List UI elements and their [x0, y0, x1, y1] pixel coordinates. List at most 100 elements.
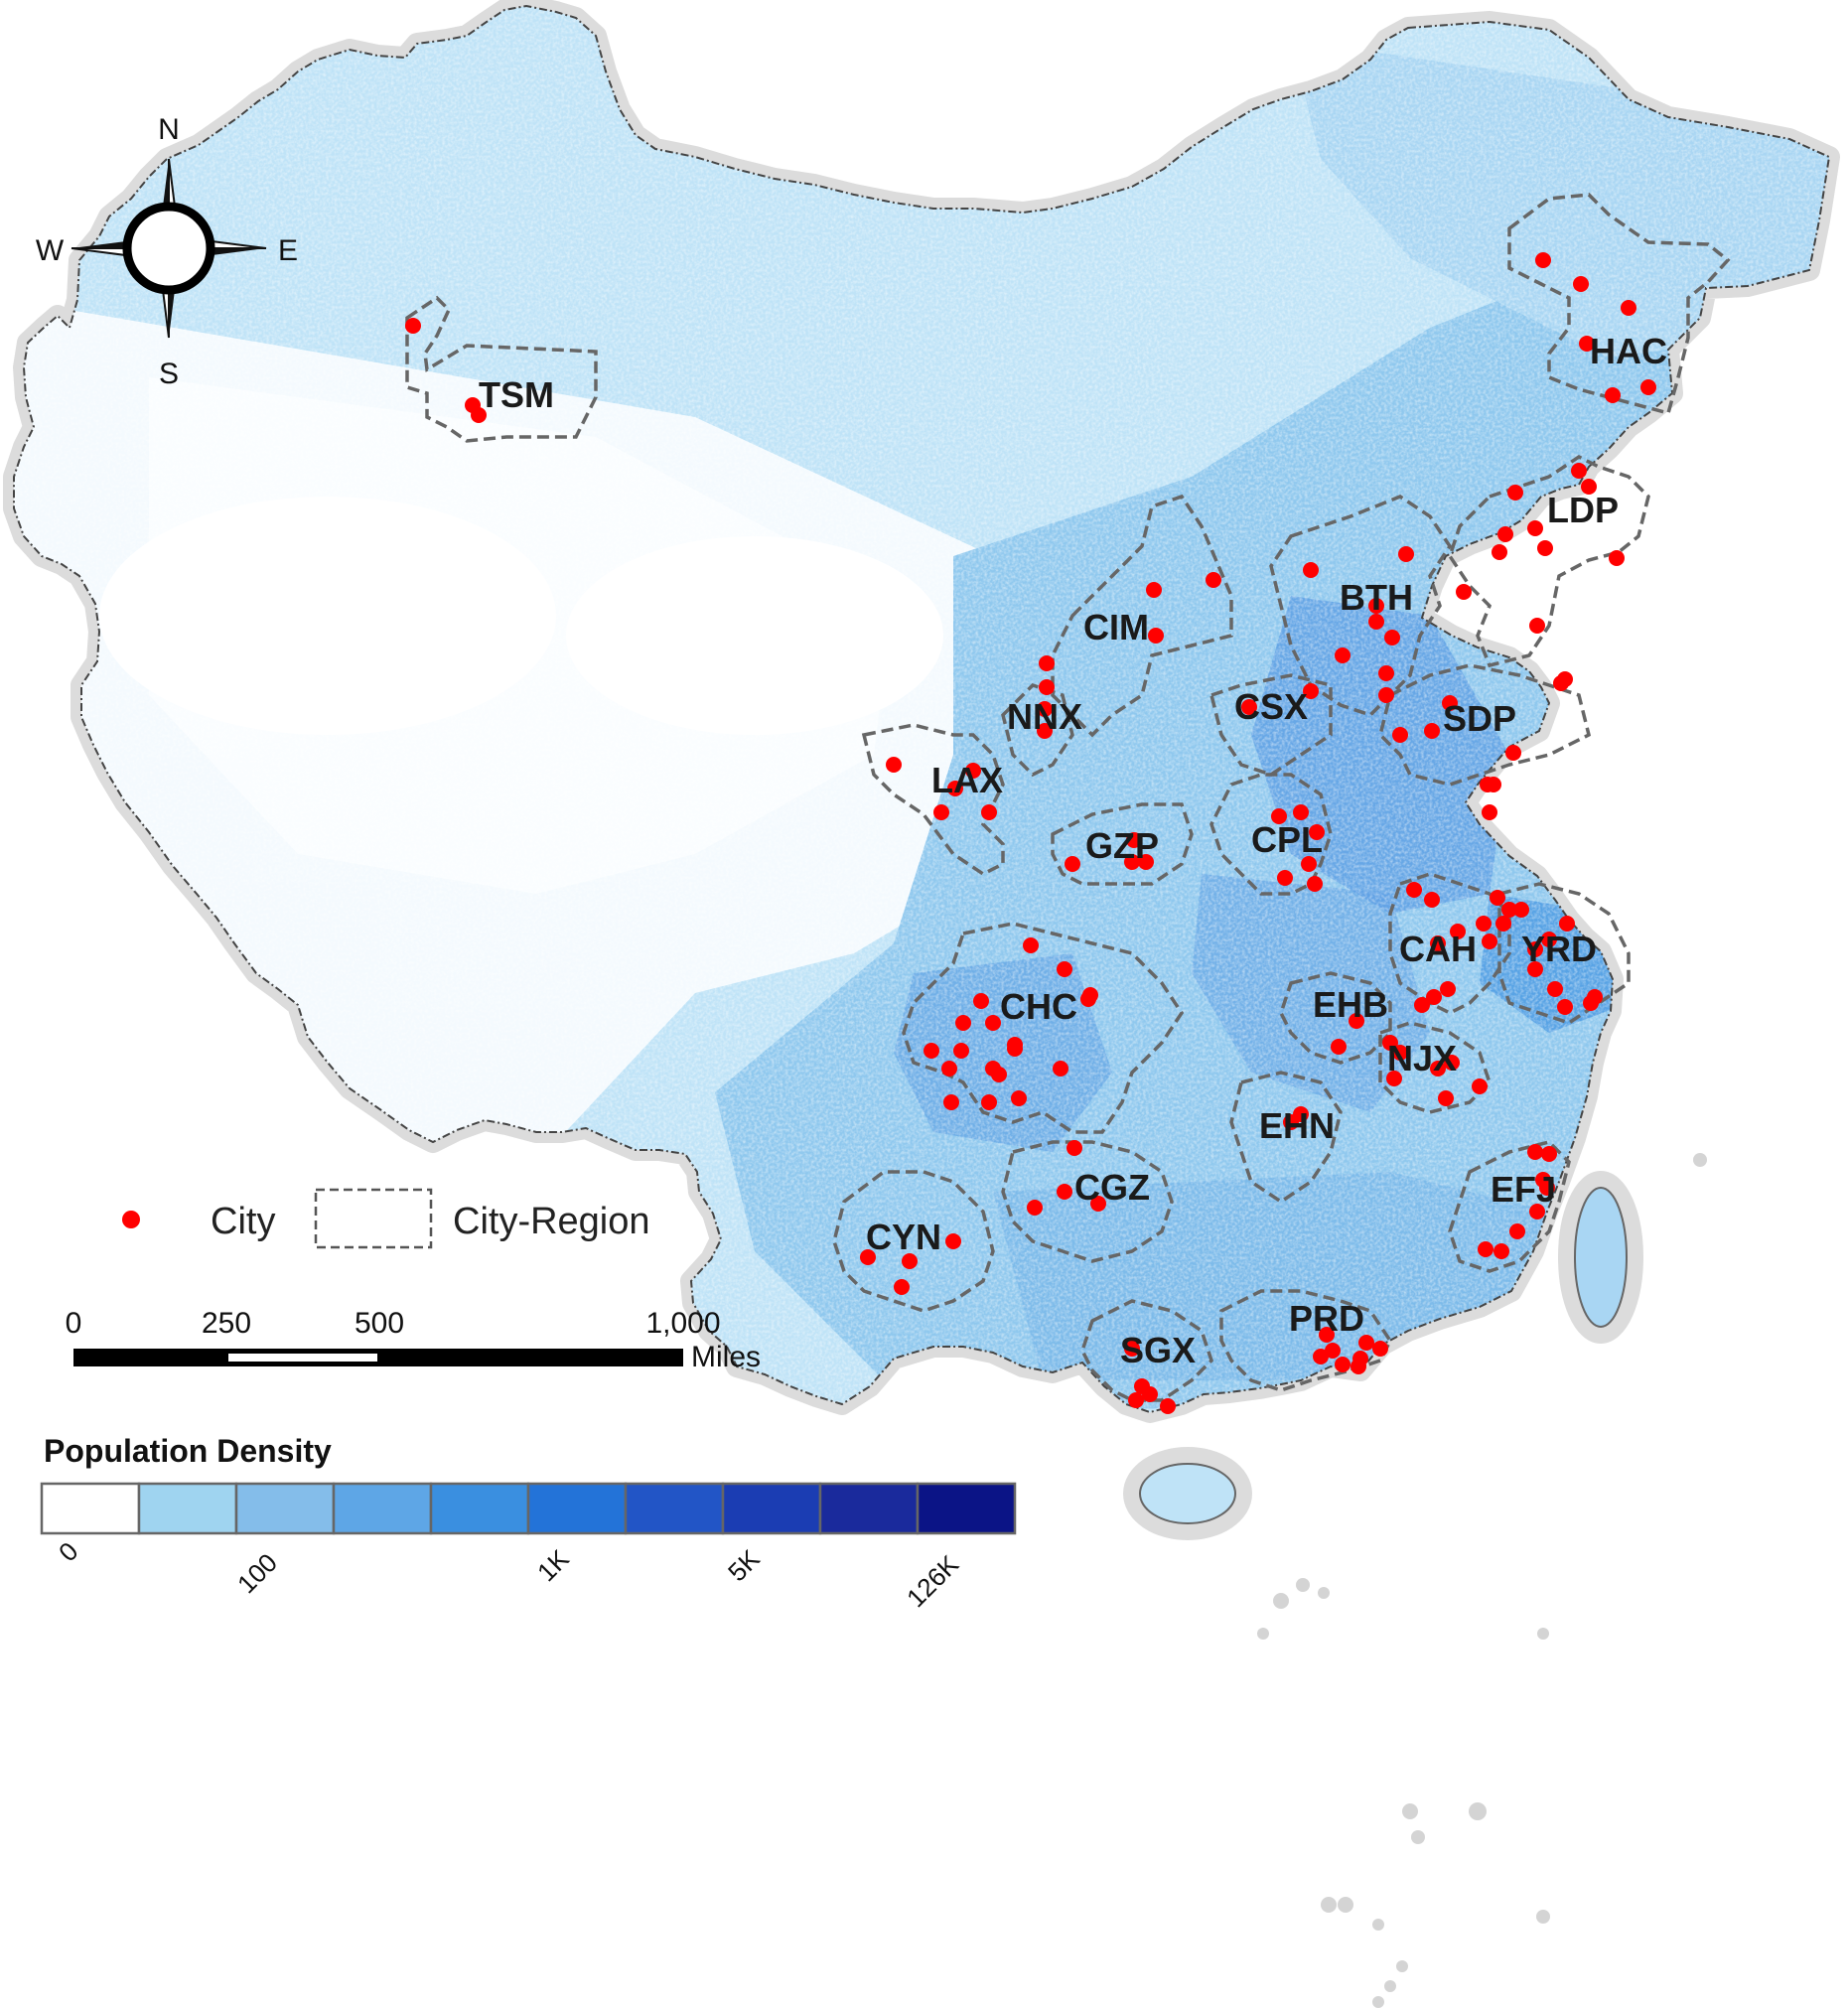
compass-rose-icon: N S W E	[36, 113, 298, 390]
scale-unit-label: Miles	[691, 1341, 761, 1373]
hainan-buffer	[1123, 1447, 1252, 1540]
city-dot	[1368, 614, 1384, 630]
city-dot	[1277, 870, 1293, 886]
region-label-efj: EFJ	[1491, 1169, 1556, 1210]
city-dot	[1382, 1035, 1398, 1051]
city-dot	[1358, 1335, 1374, 1351]
density-swatch-1	[137, 1482, 238, 1535]
city-dot	[1501, 902, 1517, 918]
region-label-tsm: TSM	[479, 374, 554, 415]
city-dot	[1430, 1061, 1446, 1076]
city-dot	[1303, 683, 1319, 699]
city-dot	[471, 407, 487, 423]
region-outline-EHB	[1279, 971, 1392, 1065]
region-outline-CIM	[1051, 494, 1233, 738]
density-swatch-2	[234, 1482, 336, 1535]
city-dot	[1325, 1343, 1341, 1359]
city-dot	[1505, 745, 1521, 761]
scale-tick-1000: 1,000	[645, 1307, 720, 1340]
city-dot	[1124, 854, 1140, 870]
city-dot	[1605, 387, 1621, 403]
legend-region-label: City-Region	[453, 1201, 650, 1242]
region-outline-NNX	[1001, 682, 1074, 778]
city-dot	[1527, 520, 1543, 536]
region-outline-PRD	[1219, 1289, 1393, 1392]
city-dot	[1080, 991, 1096, 1007]
city-dot	[1559, 916, 1575, 932]
city-dot	[947, 781, 963, 796]
city-dot	[1053, 1061, 1068, 1076]
city-dot	[1066, 1140, 1082, 1156]
city-dot	[1497, 526, 1513, 542]
region-outline-EHN	[1229, 1071, 1343, 1205]
city-dot	[1406, 882, 1422, 898]
city-dot	[981, 1094, 997, 1110]
city-dot	[1640, 379, 1656, 395]
city-dot	[1450, 924, 1466, 939]
city-dot	[1138, 854, 1154, 870]
compass-north-label: N	[158, 113, 180, 146]
city-dot	[985, 1015, 1001, 1031]
city-dot	[1478, 1241, 1493, 1257]
city-dot	[1579, 336, 1595, 352]
taiwan-buffer	[1558, 1171, 1643, 1344]
region-label-prd: PRD	[1289, 1298, 1364, 1339]
city-dot	[1303, 562, 1319, 578]
region-outline-LDP	[1448, 454, 1650, 668]
region-label-njx: NJX	[1387, 1038, 1457, 1078]
city-dot	[1271, 808, 1287, 824]
region-label-bth: BTH	[1340, 577, 1413, 618]
scale-bar: 0 250 500 1,000 Miles	[66, 1307, 761, 1373]
city-dot	[1090, 1196, 1106, 1212]
city-dot	[1493, 1243, 1509, 1259]
city-dot	[965, 763, 981, 779]
city-dot	[1587, 989, 1603, 1005]
city-dot	[1527, 1144, 1543, 1160]
city-dot	[1529, 618, 1545, 634]
hainan-island	[1139, 1463, 1236, 1524]
density-swatch-6	[624, 1482, 725, 1535]
density-tick-100: 100	[231, 1547, 283, 1599]
city-dot	[1513, 902, 1529, 918]
region-label-cim: CIM	[1083, 607, 1149, 647]
city-dot	[1335, 1357, 1350, 1372]
scale-bar-base	[73, 1349, 683, 1366]
city-dot	[1430, 935, 1446, 951]
city-dot	[1148, 628, 1164, 644]
density-tick-5k: 5K	[722, 1543, 766, 1587]
city-dot	[1386, 1071, 1402, 1086]
taiwan-island	[1574, 1187, 1628, 1328]
compass-east-label: E	[278, 234, 298, 267]
city-dot	[886, 757, 902, 773]
city-dot	[1293, 804, 1309, 820]
city-dot	[1539, 1180, 1555, 1196]
city-dot	[953, 1043, 969, 1059]
density-tick-0: 0	[53, 1536, 83, 1567]
city-dot	[1529, 1204, 1545, 1220]
city-dot	[1039, 655, 1055, 671]
city-dot	[1378, 665, 1394, 681]
city-dot	[1444, 1055, 1460, 1071]
density-legend-title: Population Density	[44, 1433, 332, 1469]
city-dot	[1349, 1013, 1364, 1029]
city-dot	[1541, 932, 1557, 947]
density-swatch-4	[429, 1482, 530, 1535]
city-dot	[1442, 695, 1458, 711]
density-swatch-0	[40, 1482, 141, 1535]
city-dot	[1621, 300, 1636, 316]
city-dot	[1414, 997, 1430, 1013]
density-legend: Population Density 0 100 1K 5K 126K	[40, 1433, 1017, 1613]
legend-region-box	[314, 1188, 433, 1249]
city-dot	[1146, 582, 1162, 598]
city-dot	[1507, 485, 1523, 501]
region-outline-SGX	[1080, 1299, 1214, 1402]
region-outline-BTH	[1269, 495, 1453, 718]
city-dot	[924, 1043, 939, 1059]
city-dot	[1142, 1386, 1158, 1402]
city-dot	[1307, 876, 1323, 892]
city-dot	[1007, 1041, 1023, 1057]
city-dot	[1023, 937, 1039, 953]
city-dot	[1456, 584, 1472, 600]
city-dot	[1384, 630, 1400, 646]
city-dot	[945, 1233, 961, 1249]
